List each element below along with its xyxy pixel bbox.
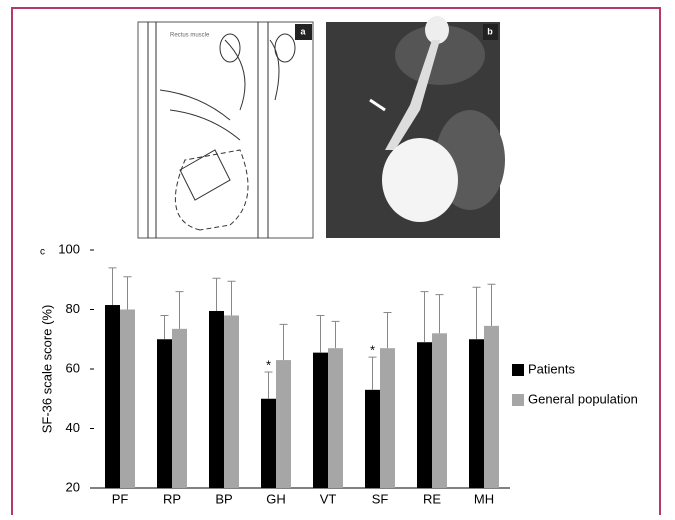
- legend-label: General population: [528, 391, 638, 406]
- bar: [469, 339, 484, 488]
- bar: [105, 305, 120, 488]
- legend-label: Patients: [528, 361, 575, 376]
- x-tick-label: RE: [423, 491, 441, 506]
- significance-marker: *: [370, 343, 375, 358]
- y-tick-label: 60: [66, 360, 80, 375]
- error-bar: [421, 292, 429, 343]
- error-bar: [124, 277, 132, 310]
- y-tick-label: 80: [66, 301, 80, 316]
- x-tick-label: RP: [163, 491, 181, 506]
- bar: [417, 342, 432, 488]
- y-tick-label: 100: [58, 241, 80, 256]
- y-tick-label: 20: [66, 479, 80, 494]
- error-bar: [176, 292, 184, 329]
- x-tick-label: MH: [474, 491, 494, 506]
- x-tick-label: BP: [215, 491, 232, 506]
- panel-a: a Rectus muscle: [138, 22, 313, 238]
- bar: [313, 353, 328, 488]
- panel-label: c: [40, 247, 45, 258]
- error-bar: [436, 295, 444, 334]
- error-bar: [473, 287, 481, 339]
- bar: [172, 329, 187, 488]
- legend-swatch: [512, 394, 524, 406]
- error-bar: [213, 278, 221, 311]
- error-bar: [161, 315, 169, 339]
- legend-swatch: [512, 364, 524, 376]
- y-tick-label: 40: [66, 420, 80, 435]
- error-bar: [228, 281, 236, 315]
- error-bar: [265, 372, 273, 399]
- bar: [484, 326, 499, 488]
- figure: a Rectus muscle b c SF-36 scale score (%…: [0, 0, 675, 515]
- panel-label: b: [487, 26, 493, 36]
- x-tick-label: GH: [266, 491, 286, 506]
- x-tick-label: VT: [320, 491, 337, 506]
- bar: [157, 339, 172, 488]
- plot: 20 40 60 80 100 PF RP BP GH * VT SF * RE MH Patients Gen…: [58, 241, 638, 506]
- bar: [261, 399, 276, 488]
- page: a Rectus muscle b c SF-36 scale score (%…: [0, 0, 675, 515]
- y-axis-title: SF-36 scale score (%): [39, 305, 54, 434]
- panel-b: b: [326, 16, 505, 238]
- x-tick-label: PF: [112, 491, 129, 506]
- bar: [224, 315, 239, 488]
- bar: [120, 310, 135, 489]
- error-bar: [332, 321, 340, 348]
- bar: [328, 348, 343, 488]
- bar: [432, 333, 447, 488]
- error-bar: [317, 315, 325, 352]
- error-bar: [488, 284, 496, 326]
- bar: [365, 390, 380, 488]
- bar: [380, 348, 395, 488]
- bar: [276, 360, 291, 488]
- error-bar: [109, 268, 117, 305]
- error-bar: [369, 357, 377, 390]
- significance-marker: *: [266, 357, 271, 372]
- drawing-label: Rectus muscle: [170, 33, 210, 39]
- error-bar: [280, 324, 288, 360]
- x-tick-label: SF: [372, 491, 389, 506]
- error-bar: [384, 312, 392, 348]
- bar: [209, 311, 224, 488]
